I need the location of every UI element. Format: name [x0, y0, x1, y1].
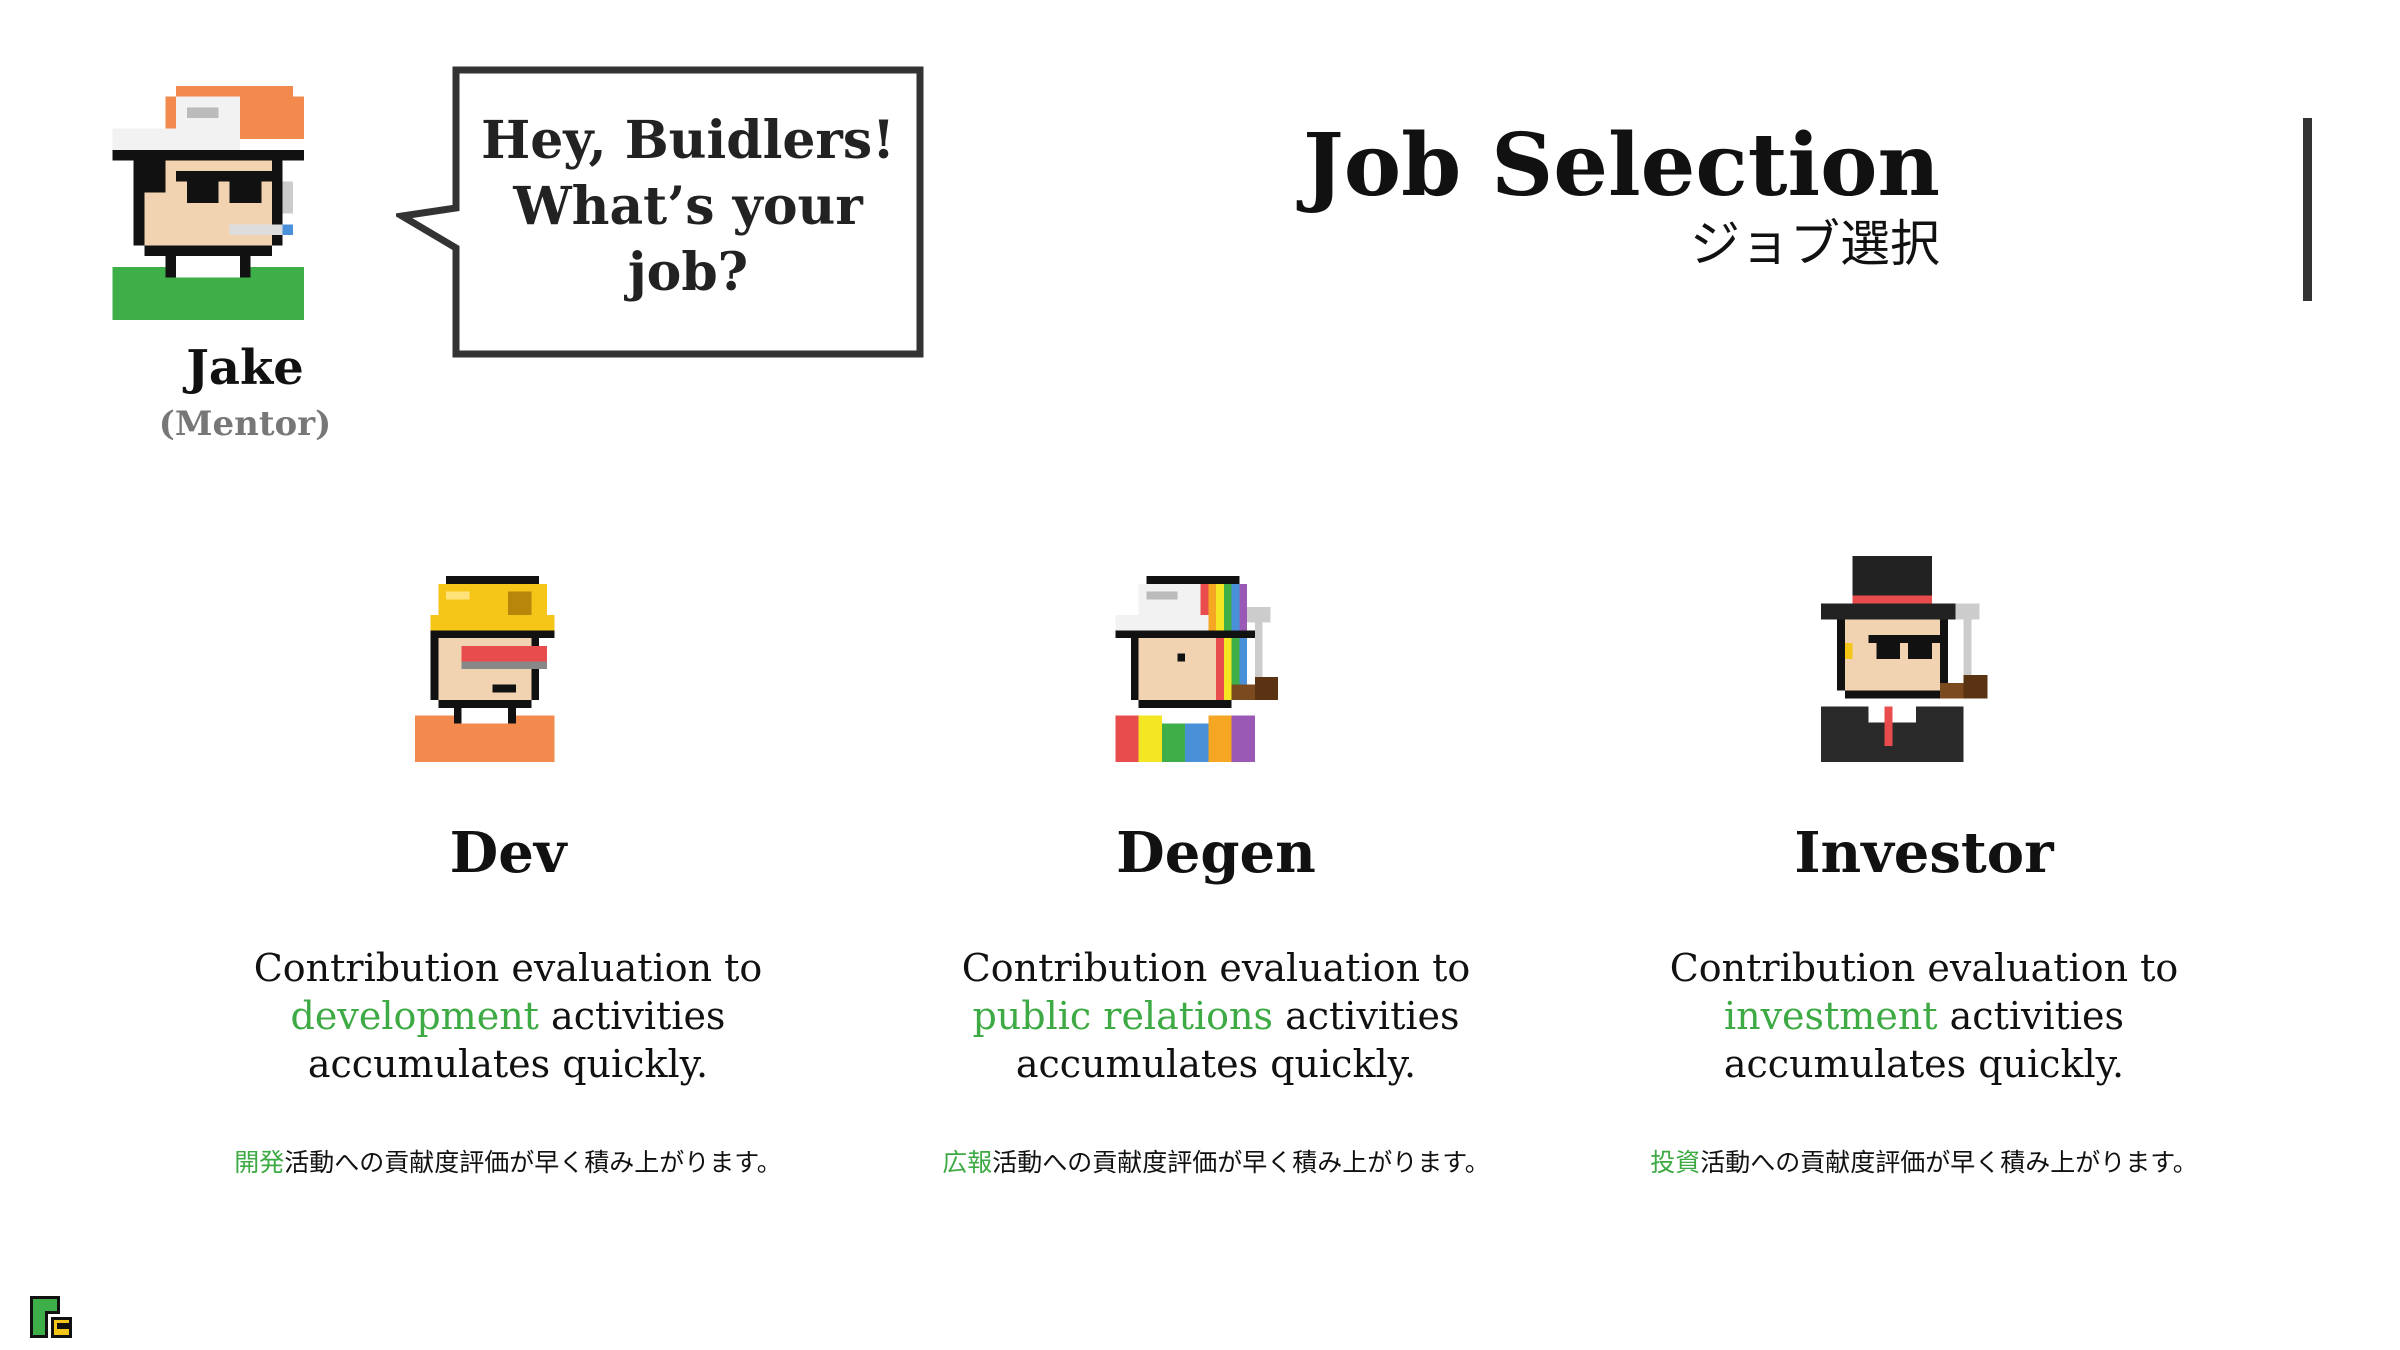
job-description: Contribution evaluation to investment ac… — [1574, 944, 2274, 1088]
job-description: Contribution evaluation to public relati… — [866, 944, 1566, 1088]
job-description-jp: 投資活動への貢献度評価が早く積み上がります。 — [1574, 1146, 2274, 1180]
job-desc-line: development activities — [158, 992, 858, 1040]
job-desc-jp-rest: 活動への貢献度評価が早く積み上がります。 — [284, 1148, 782, 1177]
job-desc-highlight: development — [290, 994, 539, 1038]
job-desc-line: investment activities — [1574, 992, 2274, 1040]
job-name: Degen — [1116, 820, 1316, 886]
page-title-block: Job Selection ジョブ選択 — [1303, 116, 1940, 274]
job-card-degen[interactable]: Degen Contribution evaluation to public … — [866, 530, 1566, 1180]
job-desc-highlight: public relations — [972, 994, 1274, 1038]
speech-text: Hey, Buidlers! What’s your job? — [462, 108, 914, 306]
job-desc-jp-rest: 活動への貢献度評価が早く積み上がります。 — [1700, 1148, 2198, 1177]
speech-bubble — [396, 66, 924, 358]
job-desc-post: activities — [1937, 994, 2125, 1038]
mentor-name: Jake — [186, 340, 304, 396]
mentor-role: (Mentor) — [158, 404, 332, 444]
job-name: Dev — [449, 820, 567, 886]
speech-line: What’s your — [513, 176, 863, 237]
job-desc-line: Contribution evaluation to — [961, 946, 1471, 990]
title-divider — [2303, 118, 2312, 301]
investor-avatar-icon — [1821, 556, 1988, 762]
job-desc-line: accumulates quickly. — [1015, 1042, 1417, 1086]
job-card-investor[interactable]: Investor Contribution evaluation to inve… — [1574, 530, 2274, 1180]
page-title-jp: ジョブ選択 — [1690, 215, 1940, 273]
job-desc-jp-highlight: 広報 — [942, 1148, 993, 1177]
dev-avatar-icon — [415, 576, 555, 762]
job-card-dev[interactable]: Dev Contribution evaluation to developme… — [158, 530, 858, 1180]
job-desc-jp-highlight: 投資 — [1650, 1148, 1701, 1177]
job-desc-jp-rest: 活動への貢献度評価が早く積み上がります。 — [992, 1148, 1490, 1177]
job-description: Contribution evaluation to development a… — [158, 944, 858, 1088]
job-desc-highlight: investment — [1723, 994, 1938, 1038]
job-desc-post: activities — [538, 994, 726, 1038]
brand-logo-icon — [30, 1296, 72, 1338]
job-name: Investor — [1794, 820, 2054, 886]
job-description-jp: 広報活動への貢献度評価が早く積み上がります。 — [866, 1146, 1566, 1180]
job-desc-jp-highlight: 開発 — [234, 1148, 285, 1177]
job-desc-line: Contribution evaluation to — [1669, 946, 2179, 990]
job-desc-line: accumulates quickly. — [1723, 1042, 2125, 1086]
job-desc-line: Contribution evaluation to — [253, 946, 763, 990]
degen-avatar-icon — [1115, 576, 1278, 762]
speech-line: job? — [627, 242, 749, 303]
job-description-jp: 開発活動への貢献度評価が早く積み上がります。 — [158, 1146, 858, 1180]
job-desc-post: activities — [1273, 994, 1460, 1038]
speech-line: Hey, Buidlers! — [481, 110, 895, 171]
job-desc-line: public relations activities — [866, 992, 1566, 1040]
job-desc-line: accumulates quickly. — [307, 1042, 709, 1086]
page-title: Job Selection — [1303, 115, 1940, 216]
mentor-avatar-icon — [112, 86, 304, 320]
